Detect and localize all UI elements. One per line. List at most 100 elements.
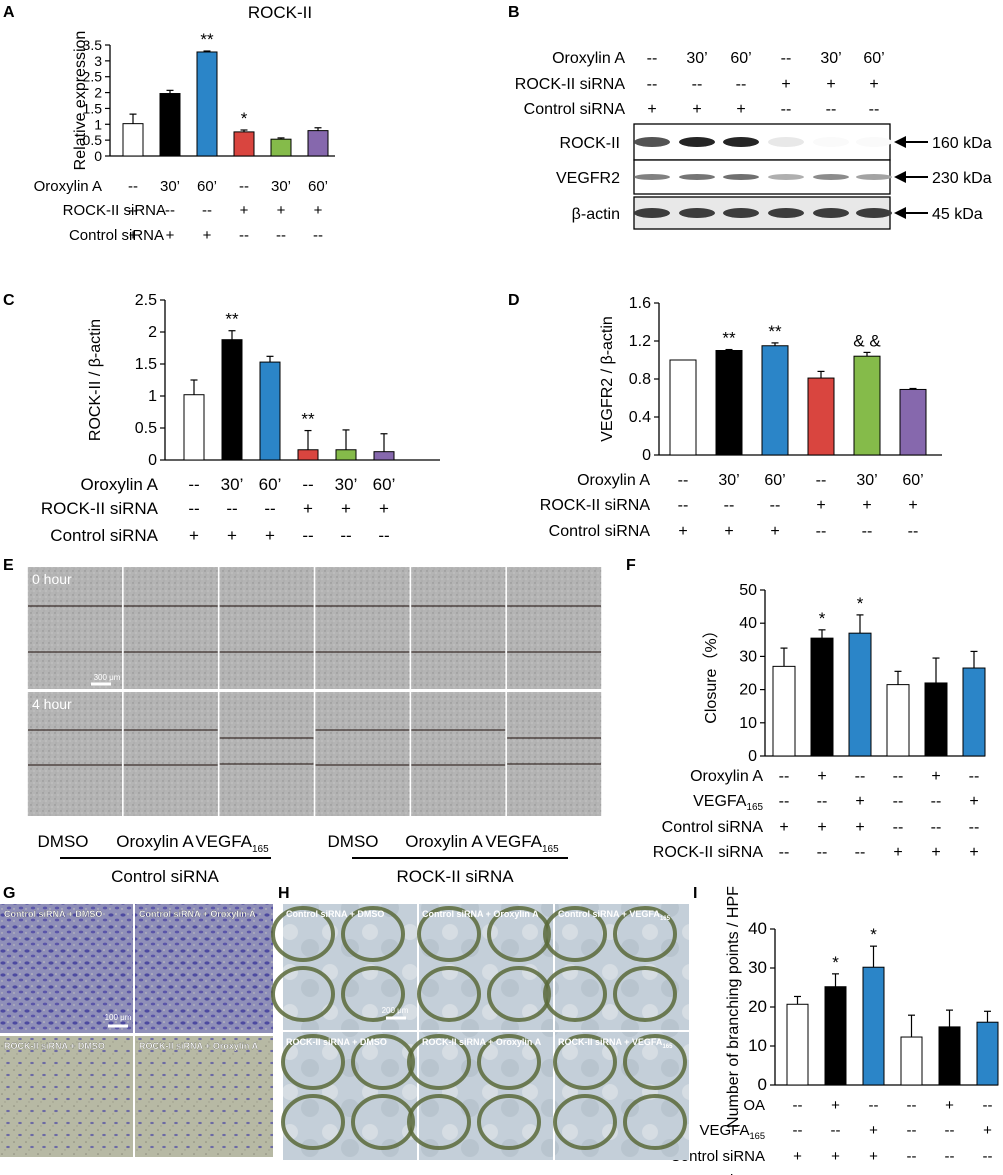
row-cell: -- (779, 844, 790, 861)
row-cell: -- (945, 1122, 955, 1139)
panel-label-h: H (278, 885, 290, 902)
row-cell: + (779, 819, 788, 836)
tube-ring (553, 1094, 617, 1150)
tube-ring (543, 966, 607, 1022)
tube-ring (407, 1094, 471, 1150)
row-label: ROCK-II siRNA (653, 844, 764, 861)
row-cell: + (770, 523, 779, 540)
row-cell: + (203, 227, 212, 244)
bar (669, 359, 697, 456)
panel-label-e: E (3, 557, 14, 574)
column-label: VEGFA165 (485, 832, 559, 855)
tube-ring (477, 1034, 541, 1090)
panel-label-i: I (693, 885, 697, 902)
blot-band (813, 137, 849, 147)
row-label: ROCK-II siRNA (662, 1172, 765, 1175)
bar (233, 131, 255, 157)
row-label: OA (743, 1097, 765, 1114)
blot-box (633, 196, 891, 230)
row-cell: -- (816, 472, 827, 489)
column-label-main: VEGFA (485, 832, 542, 851)
y-tick-label: 10 (739, 715, 757, 732)
y-tick-label: 30 (748, 958, 767, 977)
tube-ring (281, 1094, 345, 1150)
significance-mark: ** (301, 410, 315, 429)
y-tick-label: 0.5 (83, 132, 103, 148)
blot-band (723, 174, 759, 180)
row-cell: -- (983, 1148, 993, 1165)
row-cell: + (793, 1148, 802, 1165)
row-label: ROCK-II siRNA (540, 497, 651, 514)
scratch-image (123, 567, 218, 689)
blot-row-cell: + (781, 76, 790, 93)
bar (159, 93, 181, 157)
band-size-label: 160 kDa (932, 135, 992, 152)
row-cell: -- (165, 202, 175, 219)
row-cell: -- (793, 1122, 803, 1139)
scale-bar-label: 200 μm (382, 1006, 409, 1015)
row-cell: -- (817, 844, 828, 861)
row-cell: + (855, 819, 864, 836)
row-cell: -- (907, 1148, 917, 1165)
row-cell: -- (239, 227, 249, 244)
blot-row-label: Control siRNA (524, 101, 626, 118)
row-cell: -- (855, 768, 866, 785)
blot-band (768, 137, 804, 147)
row-cell: -- (869, 1172, 879, 1175)
row-cell: + (817, 768, 826, 785)
y-tick-label: 0.8 (629, 371, 651, 388)
transwell-image (135, 904, 273, 1033)
y-tick-label: 0 (758, 1075, 767, 1094)
row-cell: -- (226, 499, 237, 518)
row-cell: 60’ (764, 472, 785, 489)
row-label: Oroxylin A (81, 475, 159, 494)
transwell-image (0, 904, 133, 1033)
row-cell: + (189, 526, 199, 545)
bar (824, 986, 847, 1086)
row-label-main: Oroxylin A (690, 768, 763, 785)
scratch-image (315, 692, 410, 816)
y-tick-label: 0 (94, 148, 102, 164)
significance-mark: ** (768, 322, 782, 341)
tube-ring (477, 1094, 541, 1150)
scratch-image (411, 692, 506, 816)
blot-band (679, 208, 715, 218)
row-cell: -- (724, 497, 735, 514)
y-tick-label: 20 (739, 682, 757, 699)
row-cell: -- (378, 526, 389, 545)
blot-row-cell: 30’ (820, 50, 841, 67)
row-cell: 60’ (197, 178, 217, 195)
row-label: Oroxylin A (690, 768, 763, 785)
row-label: Oroxylin A (34, 178, 102, 195)
row-label-main: Oroxylin A (81, 475, 159, 494)
row-label-main: OA (743, 1097, 765, 1114)
scratch-image (219, 567, 314, 689)
row-cell: + (983, 1122, 992, 1139)
row-label: Control siRNA (69, 227, 164, 244)
blot-band (723, 208, 759, 218)
transwell-label: ROCK-II siRNA + Oroxylin A (139, 1041, 259, 1051)
row-cell: + (969, 793, 978, 810)
band-size-label: 230 kDa (932, 170, 992, 187)
row-cell: + (893, 844, 902, 861)
tube-ring (613, 906, 677, 962)
scratch-image (123, 692, 218, 816)
row-cell: 30’ (221, 475, 244, 494)
bar (122, 123, 144, 157)
row-cell: -- (855, 844, 866, 861)
blot-band-label: ROCK-II (560, 135, 620, 152)
blot-row-cell: -- (826, 101, 837, 118)
column-label-sub: 165 (542, 844, 559, 855)
scratch-image (27, 567, 123, 689)
column-label: VEGFA165 (195, 832, 269, 855)
scratch-image (315, 567, 410, 689)
time-label: 4 hour (32, 696, 72, 712)
row-cell: 30’ (160, 178, 180, 195)
chart-panel-d: 0 0.4 0.8 1.2 1.6 VEGFR2 / β-actin ** ** & & Orox… (540, 295, 942, 540)
row-cell: + (862, 497, 871, 514)
row-label-main: VEGFA (693, 793, 747, 810)
row-cell: -- (817, 793, 828, 810)
y-tick-label: 2 (148, 324, 157, 341)
chart-panel-i: 0 10 20 30 40 Number of branching points / HP… (662, 886, 999, 1175)
